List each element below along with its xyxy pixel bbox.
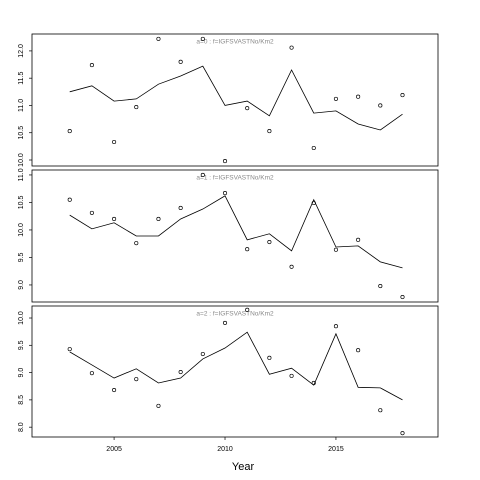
y-tick-label: 9.0 [18,280,25,290]
data-point [89,371,94,376]
x-axis-label: Year [232,461,255,473]
data-point [378,408,383,413]
y-tick-label: 9.5 [18,340,25,350]
data-point [156,36,161,41]
data-point [333,324,338,329]
y-tick-label: 11.0 [18,99,25,112]
data-point [356,348,361,353]
data-point [178,59,183,64]
panel-title: a=0 : f=IGFSVASTNo/Km2 [196,39,274,46]
data-line [69,65,403,131]
data-point [356,237,361,242]
data-point [267,129,272,134]
data-point [89,210,94,215]
x-tick-label: 2015 [328,446,344,453]
data-point [112,139,117,145]
y-tick-label: 9.5 [18,252,25,262]
data-point [178,205,183,211]
data-point [222,191,228,196]
data-point [178,369,183,375]
y-tick-label: 12.0 [18,44,25,58]
data-point [156,216,161,222]
data-line [69,331,403,401]
data-point [67,129,72,134]
data-point [245,247,250,252]
data-point [222,320,228,325]
y-tick-label: 11.5 [18,72,25,85]
data-point [112,216,117,222]
data-point [200,36,205,41]
x-tick-label: 2010 [217,446,233,453]
data-point [134,105,139,110]
y-tick-label: 10.0 [18,153,25,167]
data-point [112,388,117,393]
data-line [69,195,403,269]
data-point [311,145,316,151]
data-point [200,351,205,357]
data-point [378,103,383,108]
data-point [245,106,250,111]
data-point [134,241,139,246]
data-point [400,93,405,98]
panel-frame [31,33,439,167]
data-point [200,172,205,178]
data-point [156,403,161,408]
panel-frame [31,305,439,438]
data-point [289,264,294,269]
data-point [333,96,338,101]
data-point [400,294,405,300]
data-point [400,431,405,436]
panel-title: a=2 : f=IGFSVASTNo/Km2 [196,311,274,318]
data-point [289,373,294,378]
y-tick-label: 8.5 [18,395,25,405]
x-tick-label: 2005 [106,446,122,453]
y-tick-label: 8.0 [18,422,25,432]
panel-frame [31,169,439,303]
data-point [67,197,72,202]
data-point [267,355,272,360]
y-tick-label: 10.5 [18,196,25,210]
data-point [378,283,383,289]
data-point [333,247,338,252]
data-point [356,94,361,99]
y-tick-label: 10.5 [18,126,25,140]
y-tick-label: 10.0 [18,223,25,237]
data-point [67,347,72,352]
data-point [267,240,272,245]
y-tick-label: 11.0 [18,168,25,181]
y-tick-label: 9.0 [18,368,25,378]
panel-title: a=1 : f=IGFSVASTNo/Km2 [196,175,274,182]
data-point [134,377,139,382]
data-point [222,159,228,164]
data-point [89,63,94,68]
data-point [289,45,294,50]
data-point [245,307,250,312]
y-tick-label: 10.0 [18,311,25,325]
